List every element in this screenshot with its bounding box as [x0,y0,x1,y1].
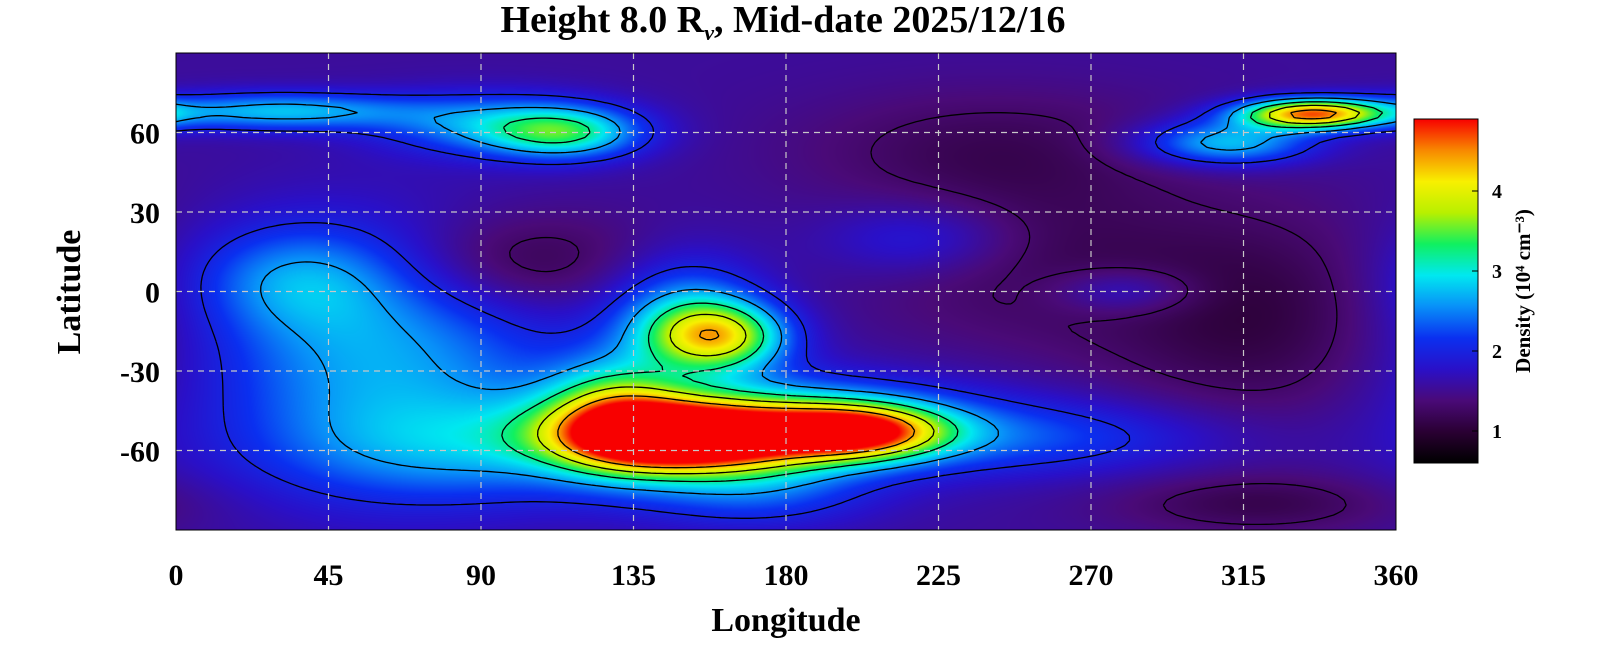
x-tick-label: 270 [1069,559,1114,592]
y-tick-label: -60 [120,436,160,469]
x-tick-label: 315 [1221,559,1266,592]
chart-title: Height 8.0 Rν, Mid-date 2025/12/16 [501,0,1066,45]
colorbar-tick-label: 4 [1492,181,1502,203]
y-tick-label: -30 [120,356,160,389]
chart-title-subscript: ν [704,20,714,45]
x-tick-label: 180 [764,559,809,592]
x-tick-label: 45 [314,559,344,592]
grid-lines [176,53,1396,530]
y-tick-label: 60 [130,118,160,151]
contour-level-6 [557,109,1337,469]
y-axis-label: Latitude [51,230,88,355]
colorbar-tick-label: 3 [1492,261,1502,283]
x-tick-label: 360 [1374,559,1419,592]
colorbar-tick-label: 2 [1492,341,1502,363]
colorbar-tick-label: 1 [1492,421,1502,443]
contour-lines [176,91,1396,526]
y-axis-ticks: 60 30 0 -30 -60 [120,118,160,469]
y-tick-label: 30 [130,197,160,230]
chart-title-prefix: Height 8.0 R [501,0,705,41]
x-tick-label: 90 [466,559,496,592]
contour-level-4 [501,101,1384,483]
contour-level-3 [176,97,1396,496]
contour-level-1 [509,112,1347,526]
contour-level-2 [176,91,1396,519]
x-axis-ticks: 0 45 90 135 180 225 270 315 360 [169,559,1419,592]
chart-title-suffix: , Mid-date 2025/12/16 [714,0,1065,41]
x-tick-label: 0 [169,559,184,592]
x-tick-label: 225 [916,559,961,592]
x-tick-label: 135 [611,559,656,592]
contour-level-5 [536,104,1361,475]
colorbar-ticks: 1 2 3 4 [1472,181,1502,443]
x-axis-label: Longitude [711,602,860,639]
plot-frame [175,52,1397,531]
colorbar [1413,118,1479,464]
y-tick-label: 0 [145,277,160,310]
colorbar-label: Density (10⁴ cm⁻³) [1511,209,1535,373]
